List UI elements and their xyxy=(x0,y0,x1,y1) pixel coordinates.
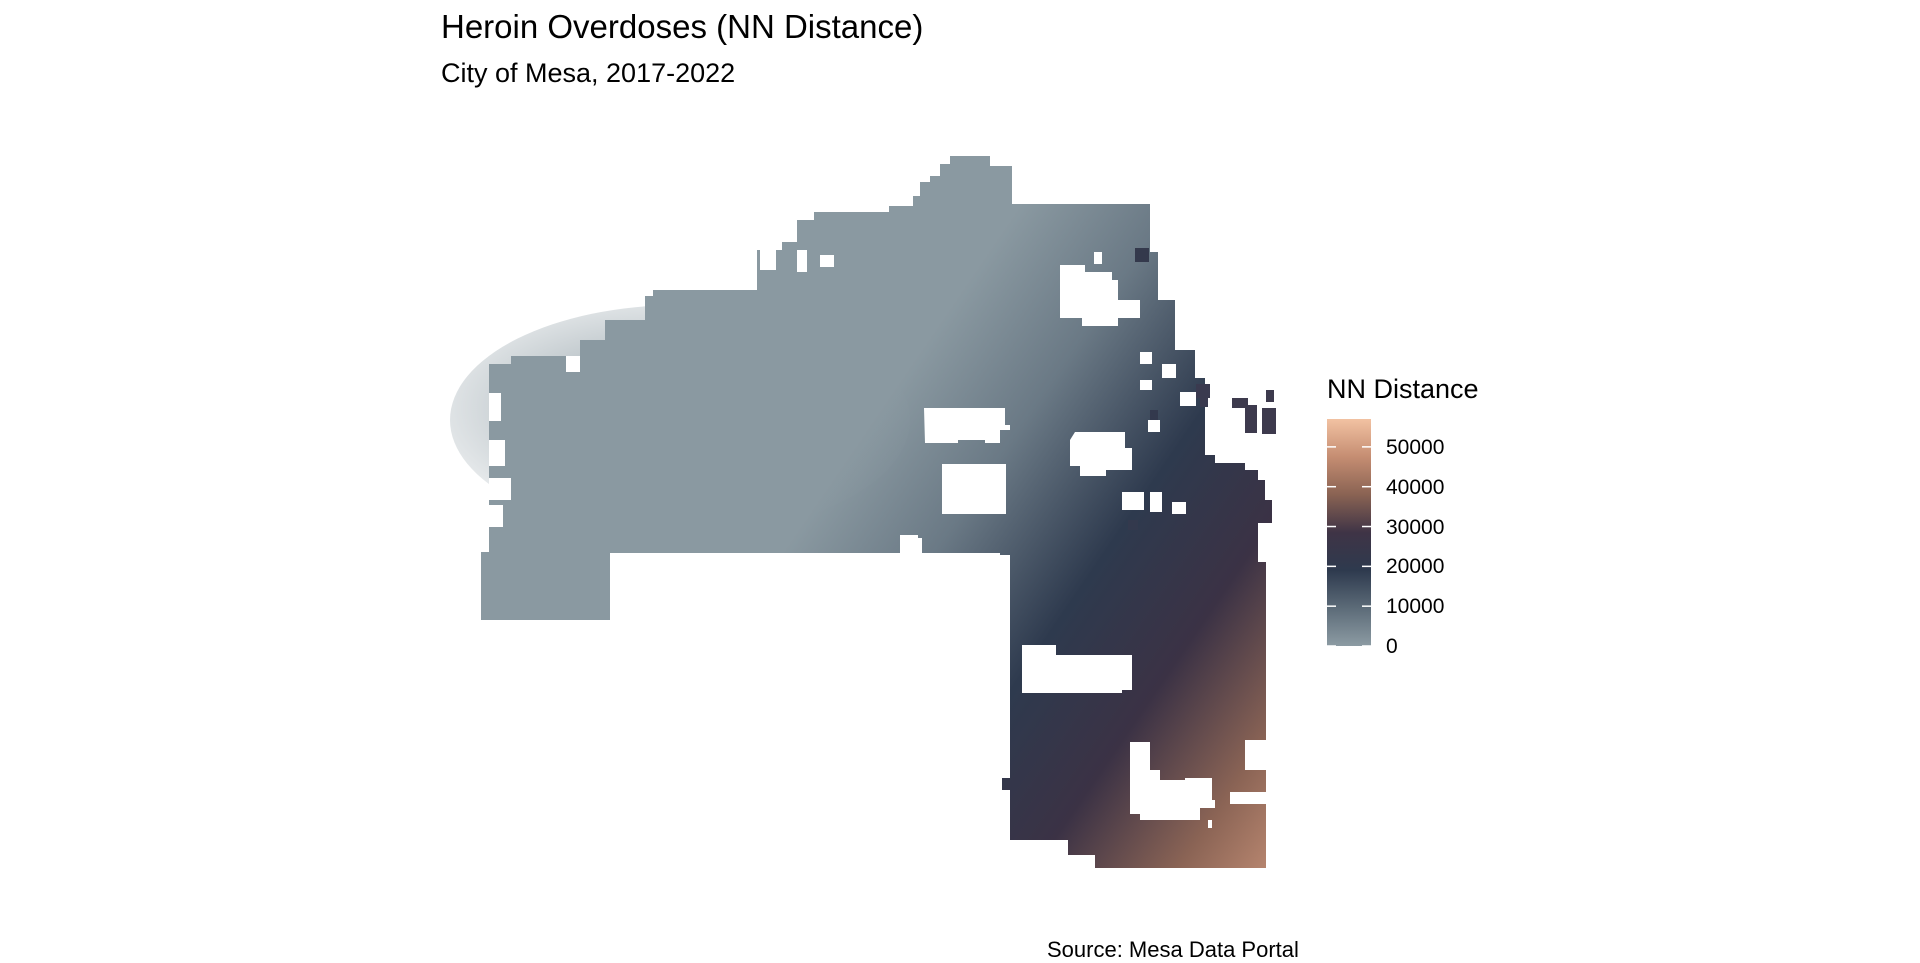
legend-tick-label: 40000 xyxy=(1386,475,1445,499)
map-caption: Source: Mesa Data Portal xyxy=(1047,937,1299,962)
map-title: Heroin Overdoses (NN Distance) xyxy=(441,8,924,45)
northeast-cells xyxy=(1128,248,1276,530)
legend-tick-label: 20000 xyxy=(1386,555,1445,579)
legend-tick-label: 10000 xyxy=(1386,595,1445,619)
legend-ticks xyxy=(1327,446,1371,646)
legend-tick-label: 30000 xyxy=(1386,515,1445,539)
legend-title: NN Distance xyxy=(1327,374,1479,404)
boundary-notches xyxy=(489,250,918,553)
nn-distance-map xyxy=(450,156,1276,868)
legend-tick-label: 0 xyxy=(1386,635,1398,658)
legend-tick-label: 50000 xyxy=(1386,435,1445,459)
legend-colorbar xyxy=(1327,419,1371,646)
city-fishnet-cells xyxy=(450,156,1276,868)
map-subtitle: City of Mesa, 2017-2022 xyxy=(441,58,736,88)
no-data-holes xyxy=(924,252,1266,828)
